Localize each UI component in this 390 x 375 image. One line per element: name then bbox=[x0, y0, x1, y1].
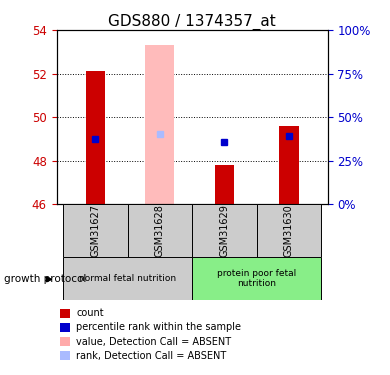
Bar bbox=[192, 204, 257, 257]
Text: value, Detection Call = ABSENT: value, Detection Call = ABSENT bbox=[76, 337, 231, 346]
Bar bbox=[257, 204, 321, 257]
Text: protein poor fetal
nutrition: protein poor fetal nutrition bbox=[217, 269, 296, 288]
Text: GSM31630: GSM31630 bbox=[284, 204, 294, 257]
Bar bbox=[145, 45, 174, 204]
Bar bbox=[215, 165, 234, 204]
Bar bbox=[279, 126, 299, 204]
Text: normal fetal nutrition: normal fetal nutrition bbox=[79, 274, 176, 283]
Bar bbox=[192, 257, 321, 300]
Text: GSM31629: GSM31629 bbox=[219, 204, 229, 257]
Text: growth protocol: growth protocol bbox=[4, 274, 86, 284]
Bar bbox=[63, 257, 192, 300]
Text: count: count bbox=[76, 308, 104, 318]
Bar bbox=[128, 204, 192, 257]
Bar bbox=[63, 204, 128, 257]
Text: rank, Detection Call = ABSENT: rank, Detection Call = ABSENT bbox=[76, 351, 226, 361]
Text: GSM31628: GSM31628 bbox=[155, 204, 165, 257]
Bar bbox=[85, 71, 105, 204]
Title: GDS880 / 1374357_at: GDS880 / 1374357_at bbox=[108, 14, 276, 30]
Text: percentile rank within the sample: percentile rank within the sample bbox=[76, 322, 241, 332]
Text: GSM31627: GSM31627 bbox=[90, 204, 100, 257]
